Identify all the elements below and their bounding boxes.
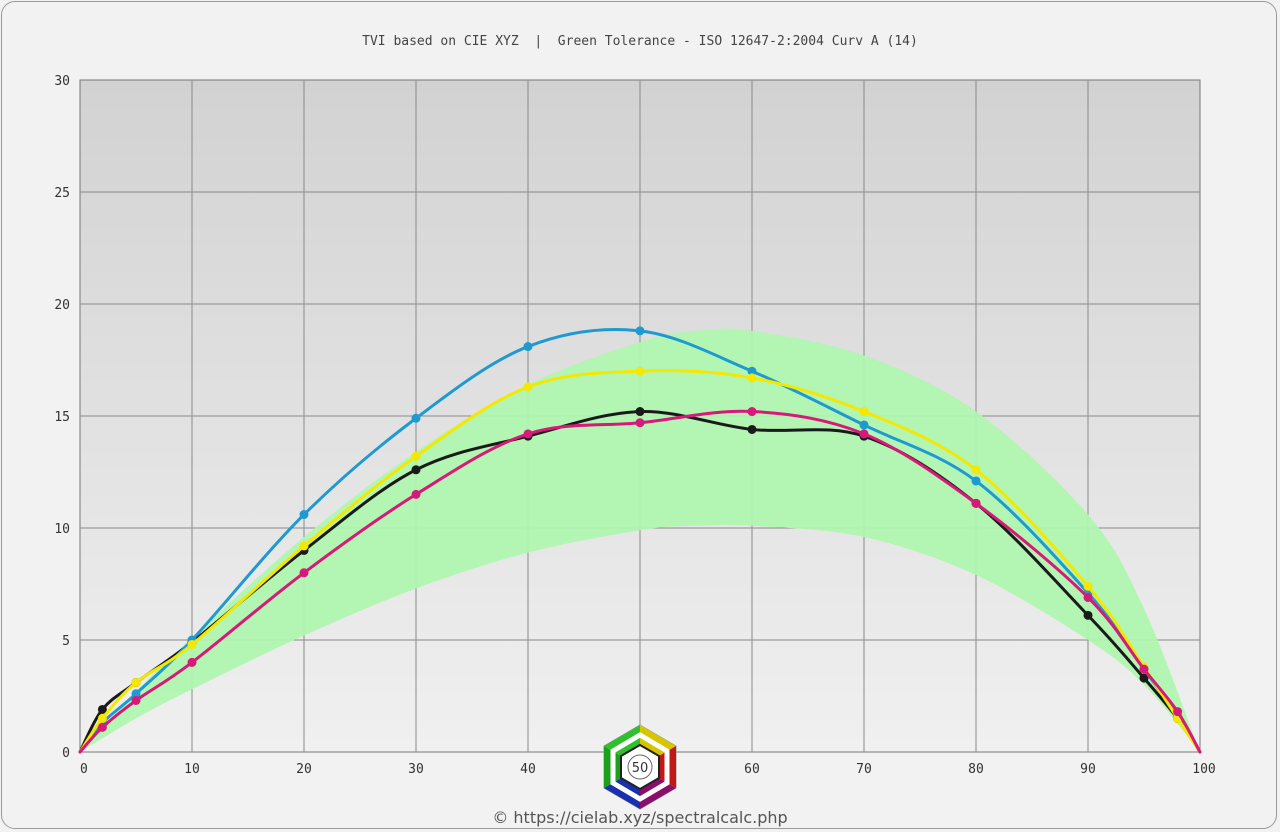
data-point bbox=[97, 704, 107, 714]
data-point bbox=[97, 722, 107, 732]
data-point bbox=[971, 476, 981, 486]
data-point bbox=[747, 366, 757, 376]
x-tick-label: 0 bbox=[80, 762, 88, 777]
data-point bbox=[635, 326, 645, 336]
y-tick-labels: 0 5 10 15 20 25 30 bbox=[54, 74, 70, 761]
data-point bbox=[523, 382, 533, 392]
data-point bbox=[1173, 707, 1183, 717]
x-tick-label: 60 bbox=[744, 762, 760, 777]
data-point bbox=[747, 424, 757, 434]
series-2 bbox=[78, 366, 1202, 754]
logo-label: 50 bbox=[632, 761, 649, 776]
cielab-logo-icon: 50 bbox=[603, 724, 677, 810]
data-point bbox=[131, 695, 141, 705]
x-tick-label: 20 bbox=[296, 762, 312, 777]
x-tick-label: 80 bbox=[968, 762, 984, 777]
y-tick-label: 15 bbox=[54, 410, 70, 425]
data-point bbox=[299, 568, 309, 578]
data-point bbox=[1139, 673, 1149, 683]
y-tick-label: 0 bbox=[62, 746, 70, 761]
series-3 bbox=[78, 407, 1202, 754]
data-point bbox=[635, 366, 645, 376]
data-point bbox=[971, 465, 981, 475]
x-tick-label: 90 bbox=[1080, 762, 1096, 777]
data-point bbox=[747, 407, 757, 417]
x-tick-label: 40 bbox=[520, 762, 536, 777]
data-point bbox=[97, 713, 107, 723]
credit-link[interactable]: © https://cielab.xyz/spectralcalc.php bbox=[492, 808, 787, 827]
y-tick-label: 5 bbox=[62, 634, 70, 649]
x-tick-label: 10 bbox=[184, 762, 200, 777]
chart-title: TVI based on CIE XYZ | Green Tolerance -… bbox=[362, 34, 918, 49]
data-point bbox=[411, 465, 421, 475]
data-point bbox=[747, 373, 757, 383]
data-point bbox=[859, 407, 869, 417]
series-lines bbox=[78, 326, 1202, 754]
data-point bbox=[859, 429, 869, 439]
data-point bbox=[859, 420, 869, 430]
y-tick-label: 10 bbox=[54, 522, 70, 537]
x-tick-label: 70 bbox=[856, 762, 872, 777]
data-point bbox=[971, 498, 981, 508]
data-point bbox=[187, 657, 197, 667]
y-tick-label: 25 bbox=[54, 186, 70, 201]
data-point bbox=[523, 342, 533, 352]
y-tick-label: 20 bbox=[54, 298, 70, 313]
x-tick-label: 30 bbox=[408, 762, 424, 777]
data-point bbox=[131, 689, 141, 699]
data-point bbox=[635, 407, 645, 417]
data-point bbox=[1083, 592, 1093, 602]
data-point bbox=[411, 451, 421, 461]
data-point bbox=[299, 541, 309, 551]
data-point bbox=[1139, 664, 1149, 674]
data-point bbox=[131, 678, 141, 688]
data-point bbox=[635, 418, 645, 428]
y-tick-label: 30 bbox=[54, 74, 70, 89]
data-point bbox=[411, 413, 421, 423]
data-point bbox=[411, 489, 421, 499]
x-tick-label: 100 bbox=[1192, 762, 1215, 777]
data-point bbox=[299, 510, 309, 520]
data-point bbox=[187, 639, 197, 649]
data-point bbox=[523, 429, 533, 439]
data-point bbox=[1083, 581, 1093, 591]
data-point bbox=[1083, 610, 1093, 620]
